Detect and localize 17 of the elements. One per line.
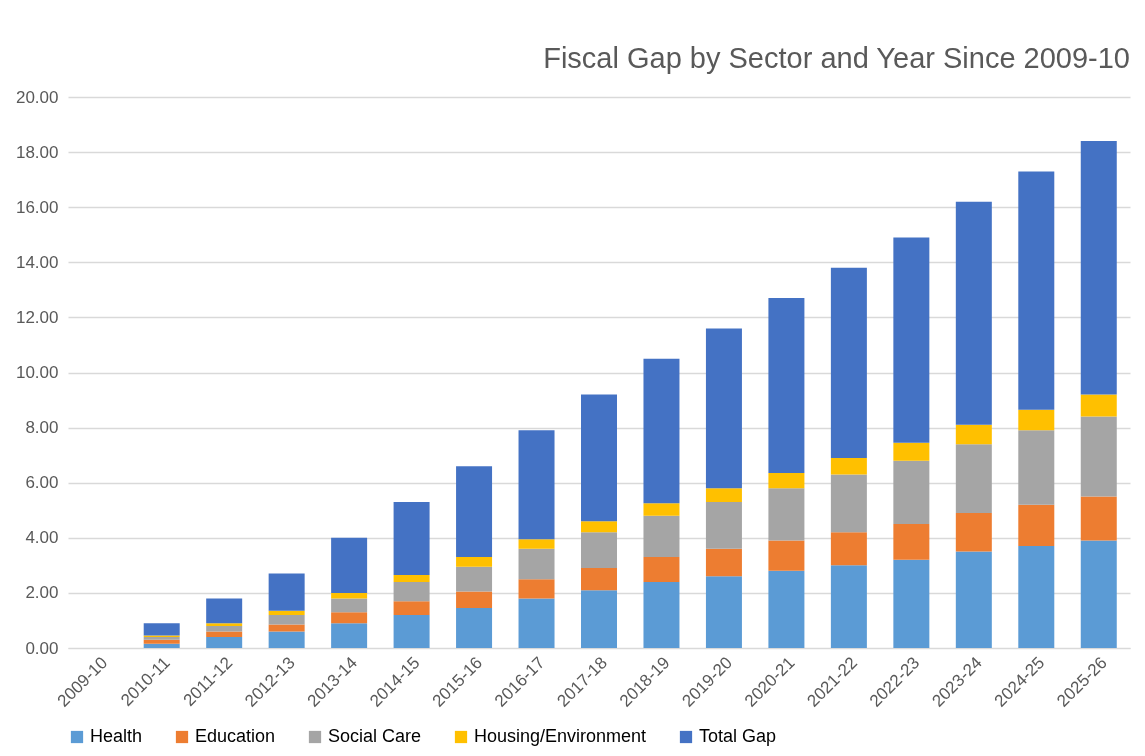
y-tick-label: 2.00 (25, 583, 59, 603)
legend-label: Health (90, 726, 143, 746)
legend-label: Education (195, 726, 276, 746)
y-tick-label: 10.00 (15, 363, 59, 382)
y-tick-label: 14.00 (15, 252, 59, 272)
legend-label: Social Care (328, 726, 422, 746)
y-tick-label: 12.00 (15, 307, 59, 327)
chart-title: Fiscal Gap by Sector and Year Since 2009-10 (543, 42, 1130, 74)
y-tick-label: 0.00 (25, 638, 59, 658)
y-tick-label: 4.00 (25, 528, 59, 548)
y-tick-label: 8.00 (25, 418, 59, 438)
y-tick-label: 16.00 (15, 197, 59, 217)
legend-label: Housing/Environment (474, 726, 647, 746)
y-tick-label: 20.00 (15, 87, 59, 107)
y-tick-label: 18.00 (15, 142, 59, 162)
y-tick-label: 6.00 (25, 473, 59, 493)
legend-label: Total Gap (699, 726, 777, 746)
